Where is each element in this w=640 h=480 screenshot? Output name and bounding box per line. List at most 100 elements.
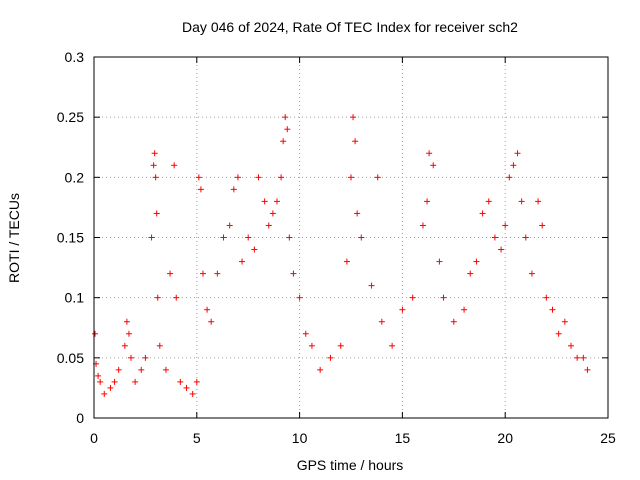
data-point — [549, 306, 556, 313]
data-point — [151, 150, 158, 157]
x-tick-label: 15 — [395, 430, 411, 446]
data-point — [419, 222, 426, 229]
data-point — [561, 318, 568, 325]
data-point — [282, 114, 289, 121]
data-point — [543, 294, 550, 301]
data-point — [286, 234, 293, 241]
data-point — [436, 258, 443, 265]
data-point — [199, 270, 206, 277]
data-point — [125, 330, 132, 337]
data-point — [389, 342, 396, 349]
data-point — [189, 390, 196, 397]
data-point — [409, 294, 416, 301]
data-point — [424, 198, 431, 205]
data-point — [208, 318, 215, 325]
y-tick-label: 0.25 — [57, 109, 84, 125]
data-point — [251, 246, 258, 253]
data-point — [183, 384, 190, 391]
data-point — [539, 222, 546, 229]
data-point — [502, 222, 509, 229]
data-point — [522, 234, 529, 241]
chart-title: Day 046 of 2024, Rate Of TEC Index for r… — [182, 19, 518, 35]
data-point — [555, 330, 562, 337]
data-point — [278, 174, 285, 181]
data-point — [302, 330, 309, 337]
data-point — [204, 306, 211, 313]
y-tick-label: 0.05 — [57, 350, 84, 366]
y-tick-label: 0.15 — [57, 230, 84, 246]
data-point — [167, 270, 174, 277]
y-tick-label: 0.3 — [65, 49, 85, 65]
data-points — [92, 114, 591, 397]
data-point — [156, 342, 163, 349]
data-point — [574, 354, 581, 361]
data-point — [374, 174, 381, 181]
data-point — [368, 282, 375, 289]
data-point — [226, 222, 233, 229]
data-point — [580, 354, 587, 361]
data-point — [461, 306, 468, 313]
data-point — [337, 342, 344, 349]
data-point — [327, 354, 334, 361]
data-point — [150, 162, 157, 169]
data-point — [142, 354, 149, 361]
data-point — [567, 342, 574, 349]
data-point — [450, 318, 457, 325]
data-point — [121, 342, 128, 349]
data-point — [234, 174, 241, 181]
data-point — [245, 234, 252, 241]
data-point — [343, 258, 350, 265]
y-tick-label: 0.1 — [65, 290, 85, 306]
data-point — [123, 318, 130, 325]
data-point — [265, 222, 272, 229]
data-point — [197, 186, 204, 193]
data-point — [220, 234, 227, 241]
data-point — [261, 198, 268, 205]
data-point — [239, 258, 246, 265]
data-point — [107, 384, 114, 391]
data-point — [173, 294, 180, 301]
data-point — [162, 366, 169, 373]
data-point — [535, 198, 542, 205]
data-point — [111, 378, 118, 385]
data-point — [352, 138, 359, 145]
data-point — [358, 234, 365, 241]
data-point — [479, 210, 486, 217]
data-point — [97, 378, 104, 385]
data-point — [510, 162, 517, 169]
data-point — [354, 210, 361, 217]
y-axis-title: ROTI / TECUs — [6, 193, 22, 283]
data-point — [230, 186, 237, 193]
x-tick-label: 20 — [497, 430, 513, 446]
x-tick-label: 25 — [600, 430, 616, 446]
data-point — [440, 294, 447, 301]
data-point — [485, 198, 492, 205]
data-point — [584, 366, 591, 373]
data-point — [115, 366, 122, 373]
data-point — [153, 210, 160, 217]
data-point — [491, 234, 498, 241]
y-tick-label: 0.2 — [65, 169, 85, 185]
x-tick-label: 10 — [292, 430, 308, 446]
x-axis-title: GPS time / hours — [297, 457, 404, 473]
y-tick-labels: 0 0.05 0.1 0.15 0.2 0.25 0.3 — [57, 49, 84, 426]
data-point — [514, 150, 521, 157]
data-point — [148, 234, 155, 241]
data-point — [101, 390, 108, 397]
data-point — [498, 246, 505, 253]
x-tick-labels: 0 5 10 15 20 25 — [90, 430, 616, 446]
data-point — [95, 372, 102, 379]
x-tick-label: 0 — [90, 430, 98, 446]
data-point — [177, 378, 184, 385]
data-point — [214, 270, 221, 277]
data-point — [350, 114, 357, 121]
data-point — [430, 162, 437, 169]
data-point — [467, 270, 474, 277]
data-point — [154, 294, 161, 301]
data-point — [269, 210, 276, 217]
data-point — [284, 126, 291, 133]
grid-lines — [94, 57, 608, 418]
data-point — [128, 354, 135, 361]
data-point — [193, 378, 200, 385]
